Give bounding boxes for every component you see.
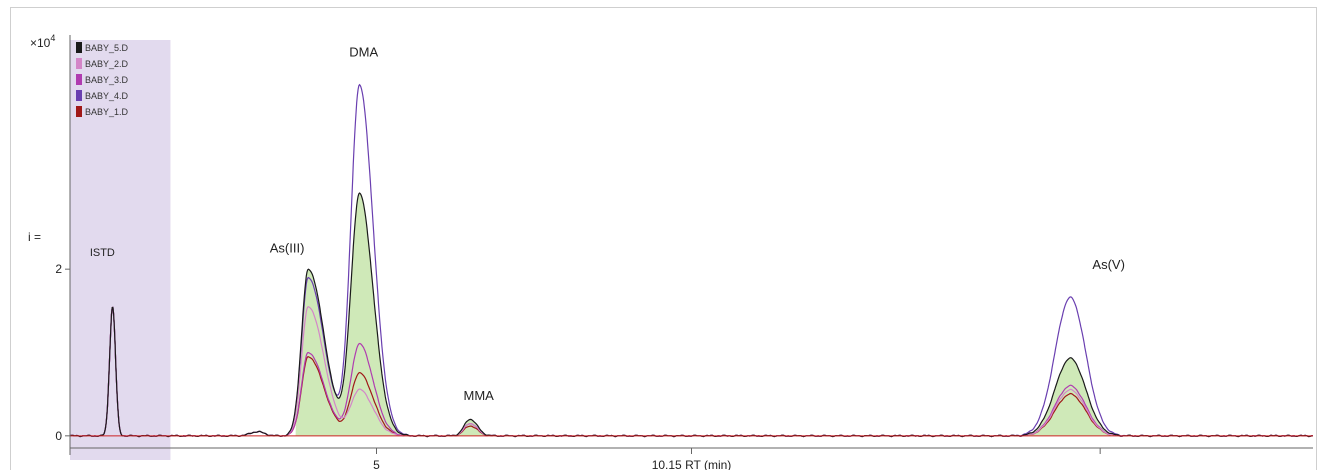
chart-frame [10,7,1317,470]
series-line-BABY_2.D [69,306,1313,438]
legend-swatch [76,106,82,117]
peak-area [1023,357,1118,436]
series-line-BABY_1.D [69,306,1313,438]
peak-label-mma: MMA [463,388,494,403]
y-multiplier-label: ×104 [30,33,55,50]
peak-label-asv: As(V) [1092,257,1125,272]
peak-label-dma: DMA [349,45,378,60]
y-tick-label: 2 [55,262,62,276]
legend-label: BABY_2.D [85,59,129,69]
legend-swatch [76,90,82,101]
legend-label: BABY_1.D [85,107,129,117]
x-tick-label: 5 [373,458,380,470]
x-tick-label: 10.15 RT (min) [652,458,732,470]
shaded-region [70,40,171,460]
series-line-BABY_3.D [69,306,1313,438]
peak-area [338,193,407,436]
legend-swatch [76,58,82,69]
legend-label: BABY_4.D [85,91,129,101]
y-axis-fragment: i = [28,230,41,244]
legend-swatch [76,74,82,85]
peak-label-asiii: As(III) [270,241,305,256]
series-line-BABY_4.D [69,83,1313,438]
peak-label-istd: ISTD [90,247,115,259]
y-tick-label: 0 [55,429,62,443]
peak-area [295,269,343,436]
series-line-BABY_5.D [69,192,1313,438]
legend-swatch [76,42,82,53]
legend-label: BABY_3.D [85,75,129,85]
legend-label: BABY_5.D [85,43,129,53]
